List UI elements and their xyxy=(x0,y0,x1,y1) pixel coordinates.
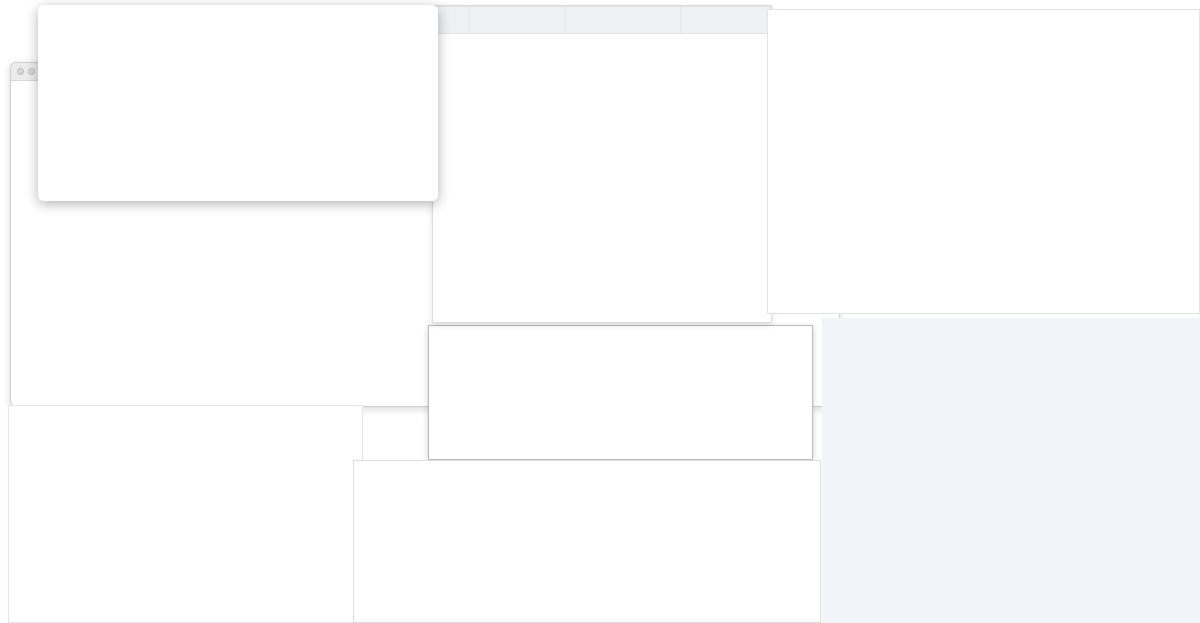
column-header xyxy=(565,6,681,34)
heatmap-table-popup xyxy=(38,5,438,201)
close-window-button[interactable] xyxy=(17,68,24,75)
streamer-table xyxy=(767,9,1200,314)
trend-chart-grid xyxy=(822,318,1200,623)
birds-table xyxy=(8,405,363,623)
faceted-chart-svg xyxy=(354,461,821,623)
column-header xyxy=(433,6,470,34)
sales-sparkline-table xyxy=(428,325,813,460)
column-header xyxy=(469,6,566,34)
column-header xyxy=(680,6,771,34)
minimize-window-button[interactable] xyxy=(28,68,35,75)
faceted-bar-chart xyxy=(353,460,821,623)
trend-chart-svg xyxy=(822,318,1200,623)
orders-table xyxy=(432,5,772,323)
heatmap-header xyxy=(38,5,438,35)
